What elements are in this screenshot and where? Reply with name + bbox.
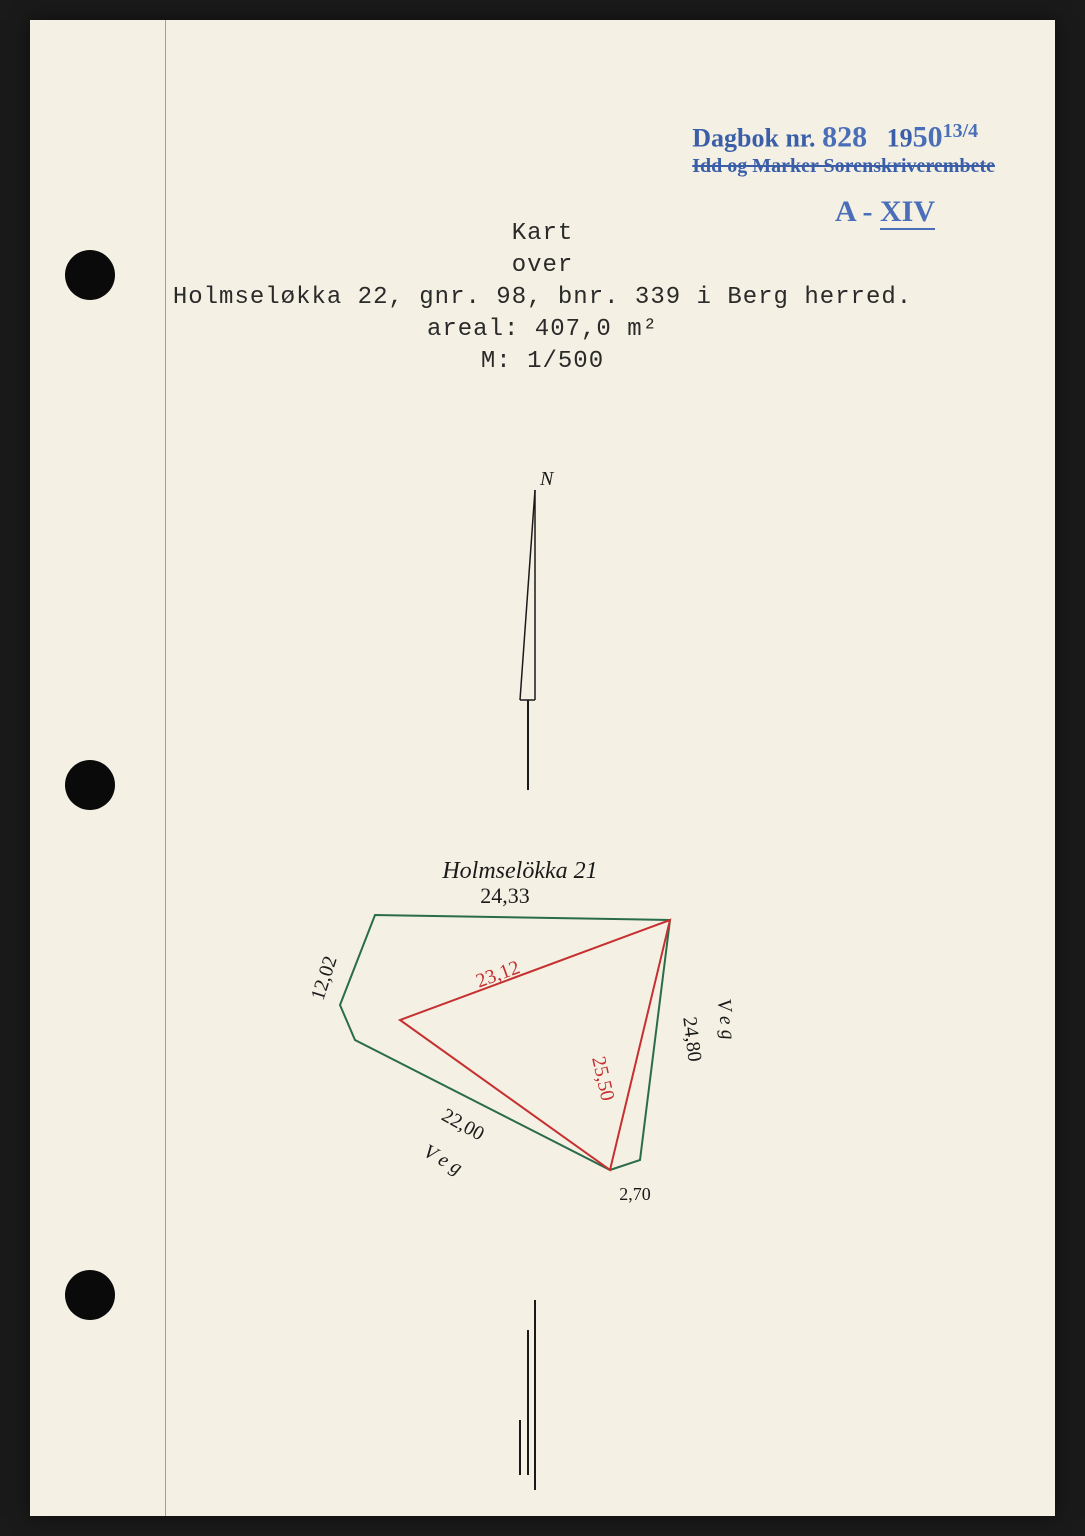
edge-length-short: 2,70 xyxy=(619,1184,651,1204)
edge-length-left: 12,02 xyxy=(307,953,342,1003)
parcel-title: Holmselökka 21 xyxy=(441,858,597,884)
edge-length-right: 24,80 xyxy=(678,1016,705,1063)
survey-drawing: N Holmselökka 21 24,33 12,02 23,12 24,80… xyxy=(30,20,1055,1516)
edge-length-top: 24,33 xyxy=(480,883,530,908)
edge-length-bottom: 22,00 xyxy=(438,1104,488,1145)
compass-north-arrow: N xyxy=(520,468,555,790)
parcel-outer-boundary xyxy=(340,915,670,1170)
compass-n-label: N xyxy=(539,468,555,490)
road-label-right: V e g xyxy=(713,998,740,1041)
bottom-tick-marks xyxy=(520,1300,535,1490)
edge-length-inner-red: 25,50 xyxy=(587,1054,619,1103)
road-label-bottom: V e g xyxy=(420,1140,466,1179)
edge-length-diag-red: 23,12 xyxy=(473,956,523,992)
document-page: Dagbok nr. 828 195013/4 Idd og Marker So… xyxy=(30,20,1055,1516)
